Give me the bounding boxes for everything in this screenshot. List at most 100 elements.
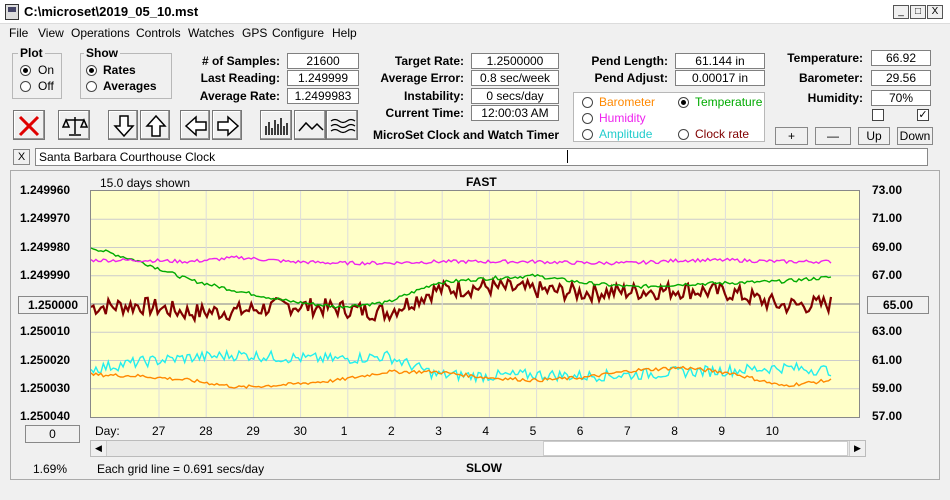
title-bar: C:\microset\2019_05_10.mst _ □ X — [0, 0, 950, 24]
balance-button[interactable] — [58, 110, 90, 140]
arrow-left-icon — [184, 115, 207, 137]
option-checkbox-2[interactable]: ✓ — [917, 109, 929, 121]
plot-off-radio[interactable] — [20, 81, 31, 92]
temperature-option[interactable]: Temperature — [695, 95, 763, 109]
left-axis-tick: 1.249970 — [20, 211, 71, 226]
plus-button[interactable]: + — [775, 127, 808, 145]
amplitude-option[interactable]: Amplitude — [599, 127, 653, 141]
pend-length-value[interactable]: 61.144 in — [675, 53, 765, 69]
menu-configure[interactable]: Configure — [272, 26, 325, 40]
temperature-value: 66.92 — [871, 50, 931, 66]
instability-label: Instability: — [403, 89, 464, 103]
menu-controls[interactable]: Controls — [136, 26, 181, 40]
wave-button[interactable] — [326, 110, 358, 140]
humidity-radio[interactable] — [582, 113, 593, 124]
option-checkbox-1[interactable] — [872, 109, 884, 121]
humidity-value: 70% — [871, 90, 931, 106]
right-axis-tick: 63.00 — [872, 324, 903, 339]
show-averages-label: Averages — [103, 79, 157, 93]
plot-on-radio[interactable] — [20, 65, 31, 76]
day-label: Day: — [95, 424, 120, 438]
percent-label: 1.69% — [33, 462, 68, 476]
temperature-radio[interactable] — [678, 97, 689, 108]
chart-svg — [90, 191, 859, 417]
minimize-button[interactable]: _ — [893, 5, 909, 19]
day-tick: 1 — [340, 424, 348, 438]
plot-area — [90, 190, 860, 418]
menu-watches[interactable]: Watches — [188, 26, 235, 40]
instability-value: 0 secs/day — [471, 88, 559, 104]
histogram-button[interactable] — [260, 110, 292, 140]
show-averages-radio[interactable] — [86, 81, 97, 92]
watch-name-field[interactable]: Santa Barbara Courthouse Clock — [35, 148, 928, 166]
up-button[interactable]: Up — [858, 127, 890, 145]
average-error-label: Average Error: — [380, 71, 464, 85]
scroll-left-icon[interactable]: ◀ — [91, 441, 107, 456]
right-axis-tick: 69.00 — [872, 239, 903, 254]
menu-bar: File View Operations Controls Watches GP… — [0, 24, 950, 42]
fast-label: FAST — [466, 175, 497, 189]
show-rates-radio[interactable] — [86, 65, 97, 76]
arrow-right-button[interactable] — [212, 110, 242, 140]
days-shown-label: 15.0 days shown — [100, 176, 191, 190]
right-axis-tick: 71.00 — [872, 211, 903, 226]
arrow-left-button[interactable] — [180, 110, 210, 140]
last-reading-label: Last Reading: — [200, 71, 280, 85]
plot-group-title: Plot — [18, 46, 45, 60]
barometer-radio[interactable] — [582, 97, 593, 108]
humidity-option[interactable]: Humidity — [599, 111, 646, 125]
arrow-up-button[interactable] — [140, 110, 170, 140]
menu-gps[interactable]: GPS — [242, 26, 268, 40]
left-axis-tick: 1.250020 — [20, 352, 71, 367]
target-rate-value[interactable]: 1.2500000 — [471, 53, 559, 69]
trend-button[interactable] — [294, 110, 326, 140]
text-cursor — [567, 150, 568, 163]
humidity-label: Humidity: — [807, 91, 863, 105]
window-title: C:\microset\2019_05_10.mst — [24, 4, 199, 19]
menu-operations[interactable]: Operations — [71, 26, 130, 40]
clear-watch-button[interactable]: X — [13, 149, 30, 165]
barometer-label: Barometer: — [798, 71, 863, 85]
scroll-right-icon[interactable]: ▶ — [849, 441, 865, 456]
left-axis-tick: 1.250030 — [20, 380, 71, 395]
barometer-series-line — [90, 365, 832, 389]
rate-series-line — [90, 276, 833, 324]
right-center-value-button[interactable]: 65.00 — [867, 296, 929, 314]
plot-on-label: On — [38, 63, 55, 77]
current-time-label: Current Time: — [385, 106, 464, 120]
arrow-right-icon — [217, 115, 240, 137]
red-x-icon — [18, 115, 40, 137]
grid-note: Each grid line = 0.691 secs/day — [97, 462, 265, 476]
down-button[interactable]: Down — [897, 127, 933, 145]
menu-file[interactable]: File — [9, 26, 29, 40]
right-axis-tick: 59.00 — [872, 380, 903, 395]
pend-adjust-label: Pend Adjust: — [594, 71, 668, 85]
close-button[interactable]: X — [927, 5, 943, 19]
humidity-series-line — [90, 255, 832, 266]
stop-button[interactable] — [13, 110, 45, 140]
day-tick: 7 — [624, 424, 631, 438]
day-tick: 10 — [765, 424, 779, 438]
amplitude-radio[interactable] — [582, 129, 593, 140]
slow-label: SLOW — [466, 461, 502, 475]
clock-rate-radio[interactable] — [678, 129, 689, 140]
maximize-button[interactable]: □ — [910, 5, 926, 19]
amplitude-series-line — [90, 348, 832, 384]
temperature-series-line — [90, 247, 832, 309]
arrow-down-button[interactable] — [108, 110, 138, 140]
menu-view[interactable]: View — [38, 26, 64, 40]
minus-button[interactable]: — — [815, 127, 851, 145]
wave-icon — [330, 118, 356, 134]
clock-rate-option[interactable]: Clock rate — [695, 127, 750, 141]
time-scrollbar[interactable]: ◀ ▶ — [90, 440, 866, 457]
left-center-value-button[interactable]: 1.250000 — [18, 296, 88, 314]
scroll-thumb[interactable] — [543, 441, 848, 456]
barometer-option[interactable]: Barometer — [599, 95, 656, 109]
day-tick: 5 — [529, 424, 537, 438]
app-icon[interactable] — [5, 4, 19, 20]
offset-value-button[interactable]: 0 — [25, 425, 80, 443]
menu-help[interactable]: Help — [332, 26, 357, 40]
average-rate-label: Average Rate: — [199, 89, 280, 103]
day-tick: 2 — [388, 424, 395, 438]
pend-adjust-value: 0.00017 in — [675, 70, 765, 86]
